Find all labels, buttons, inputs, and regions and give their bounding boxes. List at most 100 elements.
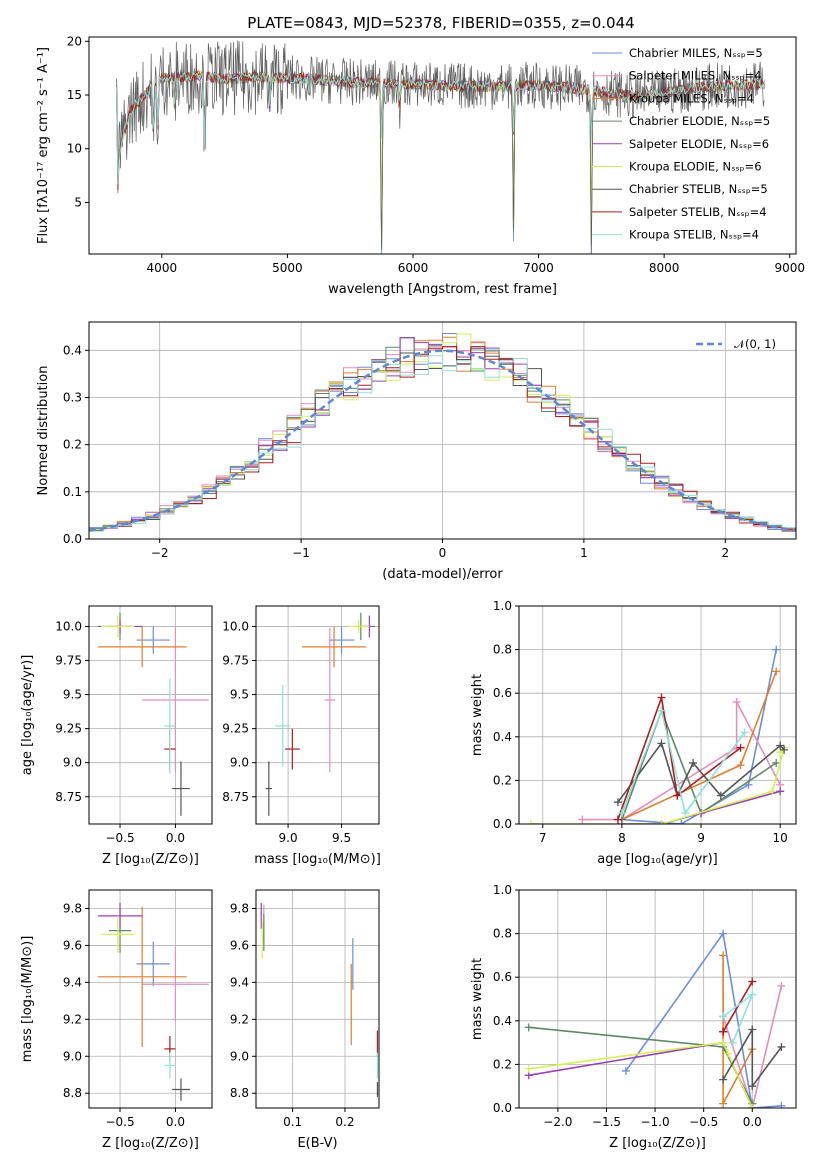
x-tick-label: 0 [439,546,447,560]
axes-frame [518,605,797,825]
histogram-6 [89,333,796,530]
x-axis-label: Z [log₁₀(Z/Z⊙)] [102,852,199,867]
series-line-7 [722,1026,783,1089]
y-tick-label: 0.1 [63,485,82,499]
errorbar-point [97,902,143,929]
y-tick-label: 0.2 [63,438,82,452]
axes-frame [518,889,797,1109]
series-marker [578,815,587,824]
legend-label: Chabrier MILES, Nₛₛₚ=5 [629,46,763,60]
y-tick-label: 0.4 [493,1014,512,1028]
x-tick-label: −0.5 [105,1115,134,1129]
x-axis-label: age [log₁₀(age/yr)] [597,852,718,867]
y-tick-label: 9.8 [63,901,82,915]
y-tick-label: 9.25 [55,722,82,736]
series-marker [728,1038,737,1047]
series-marker [777,1042,786,1051]
y-axis-label: mass weight [470,958,485,1040]
errorbar-point [172,761,190,816]
axes-frame [255,889,380,1109]
x-tick-label: −1 [292,546,310,560]
y-tick-label: 9.6 [230,938,249,952]
y-tick-label: 0.2 [493,1057,512,1071]
series-line-9 [621,707,746,815]
x-tick-label: 4000 [147,261,178,275]
panel-mass-weight-vs-Z: −2.0 −1.5 −1.0 −0.5 0.0 0.0 0.2 0.4 0.6 0.8 1.0 Z [… [470,883,797,1151]
series-line-2 [722,985,783,1108]
series-marker [776,741,785,750]
series-marker [723,1049,732,1058]
y-tick-label: 1.0 [493,599,512,613]
errorbar-point [301,626,367,668]
series-marker [780,745,789,754]
histogram-3 [89,336,796,531]
series-marker [621,1066,630,1075]
y-tick-label: 8.75 [55,790,82,804]
legend-label: Salpeter STELIB, Nₛₛₚ=4 [629,205,767,219]
x-tick-label: −1.5 [592,1115,621,1129]
series-marker [657,820,666,824]
y-tick-label: 5 [74,195,82,209]
series-marker [719,1099,728,1108]
series-marker [736,761,745,770]
x-axis-label: (data-model)/error [382,567,503,582]
series-marker [681,809,690,818]
y-tick-label: 9.25 [222,722,249,736]
y-tick-label: 0.0 [63,532,82,546]
x-tick-label: 6000 [398,261,429,275]
series-marker [748,977,757,986]
series-marker [736,743,745,752]
y-tick-label: 1.0 [493,883,512,897]
axes-frame [88,605,213,825]
legend-label: Salpeter MILES, Nₛₛₚ=4 [629,69,762,83]
y-tick-label: 9.0 [63,756,82,770]
panel-mass-weight-vs-age: 7 8 9 10 0.0 0.2 0.4 0.6 0.8 1.0 age [log₁₀(age/yr… [470,599,797,867]
normal-curve [89,349,796,532]
x-axis-label: Z [log₁₀(Z/Z⊙)] [609,1136,706,1151]
errorbar-point [164,1052,176,1079]
series-marker [777,1101,786,1108]
errorbar-point [142,947,209,1022]
series-marker [716,791,725,800]
x-tick-label: −2 [151,546,169,560]
series-marker [657,706,666,715]
series-marker [772,758,781,767]
y-tick-label: 0.6 [493,686,512,700]
x-tick-label: 0.2 [335,1115,354,1129]
series-marker [673,791,682,800]
panel-mass-vs-EBV: 0.1 0.2 8.8 9.0 9.2 9.4 9.6 9.8 E(B-V) [230,889,380,1151]
panel-mass-vs-Z: −0.5 0.0 8.8 9.0 9.2 9.4 9.6 9.8 Z [log₁₀(Z/Z⊙)]… [20,889,213,1151]
errorbar-point [347,619,370,634]
legend: Chabrier MILES, Nₛₛₚ=5 Salpeter MILES, Nₛ… [592,46,770,242]
y-tick-label: 0.2 [493,773,512,787]
plot-area [116,40,766,254]
y-tick-label: 15 [67,88,82,102]
errorbar-point [275,685,291,767]
y-tick-label: 9.75 [55,654,82,668]
y-tick-label: 9.5 [63,688,82,702]
y-tick-label: 20 [67,34,82,48]
axes-frame [255,605,380,825]
x-tick-label: −0.5 [689,1115,718,1129]
y-axis-label: mass weight [470,674,485,756]
x-tick-label: 0.1 [283,1115,302,1129]
series-marker [524,1064,533,1073]
errorbar-point [265,761,273,816]
y-tick-label: 0.3 [63,390,82,404]
y-tick-label: 0.4 [63,343,82,357]
series-marker [689,758,698,767]
series-marker [732,697,741,706]
x-axis-label: E(B-V) [297,1136,337,1151]
y-axis-label: Normed distribution [36,366,51,496]
y-tick-label: 8.8 [63,1086,82,1100]
x-axis-label: wavelength [Angstrom, rest frame] [328,282,557,297]
y-tick-label: 9.75 [222,654,249,668]
panel-residuals: −2 −1 0 1 2 0.0 0.1 0.2 0.3 0.4 (data-model)/error… [36,321,797,582]
spectrum-line-8 [116,70,765,190]
series-marker [772,645,781,654]
y-tick-label: 9.2 [230,1012,249,1026]
y-axis-label: age [log₁₀(age/yr)] [20,655,35,776]
x-tick-label: 5000 [272,261,303,275]
y-tick-label: 9.4 [230,975,249,989]
panel-age-vs-mass: 9.0 9.5 8.75 9.0 9.25 9.5 9.75 10.0 mass [log₁₀(… [222,605,381,867]
